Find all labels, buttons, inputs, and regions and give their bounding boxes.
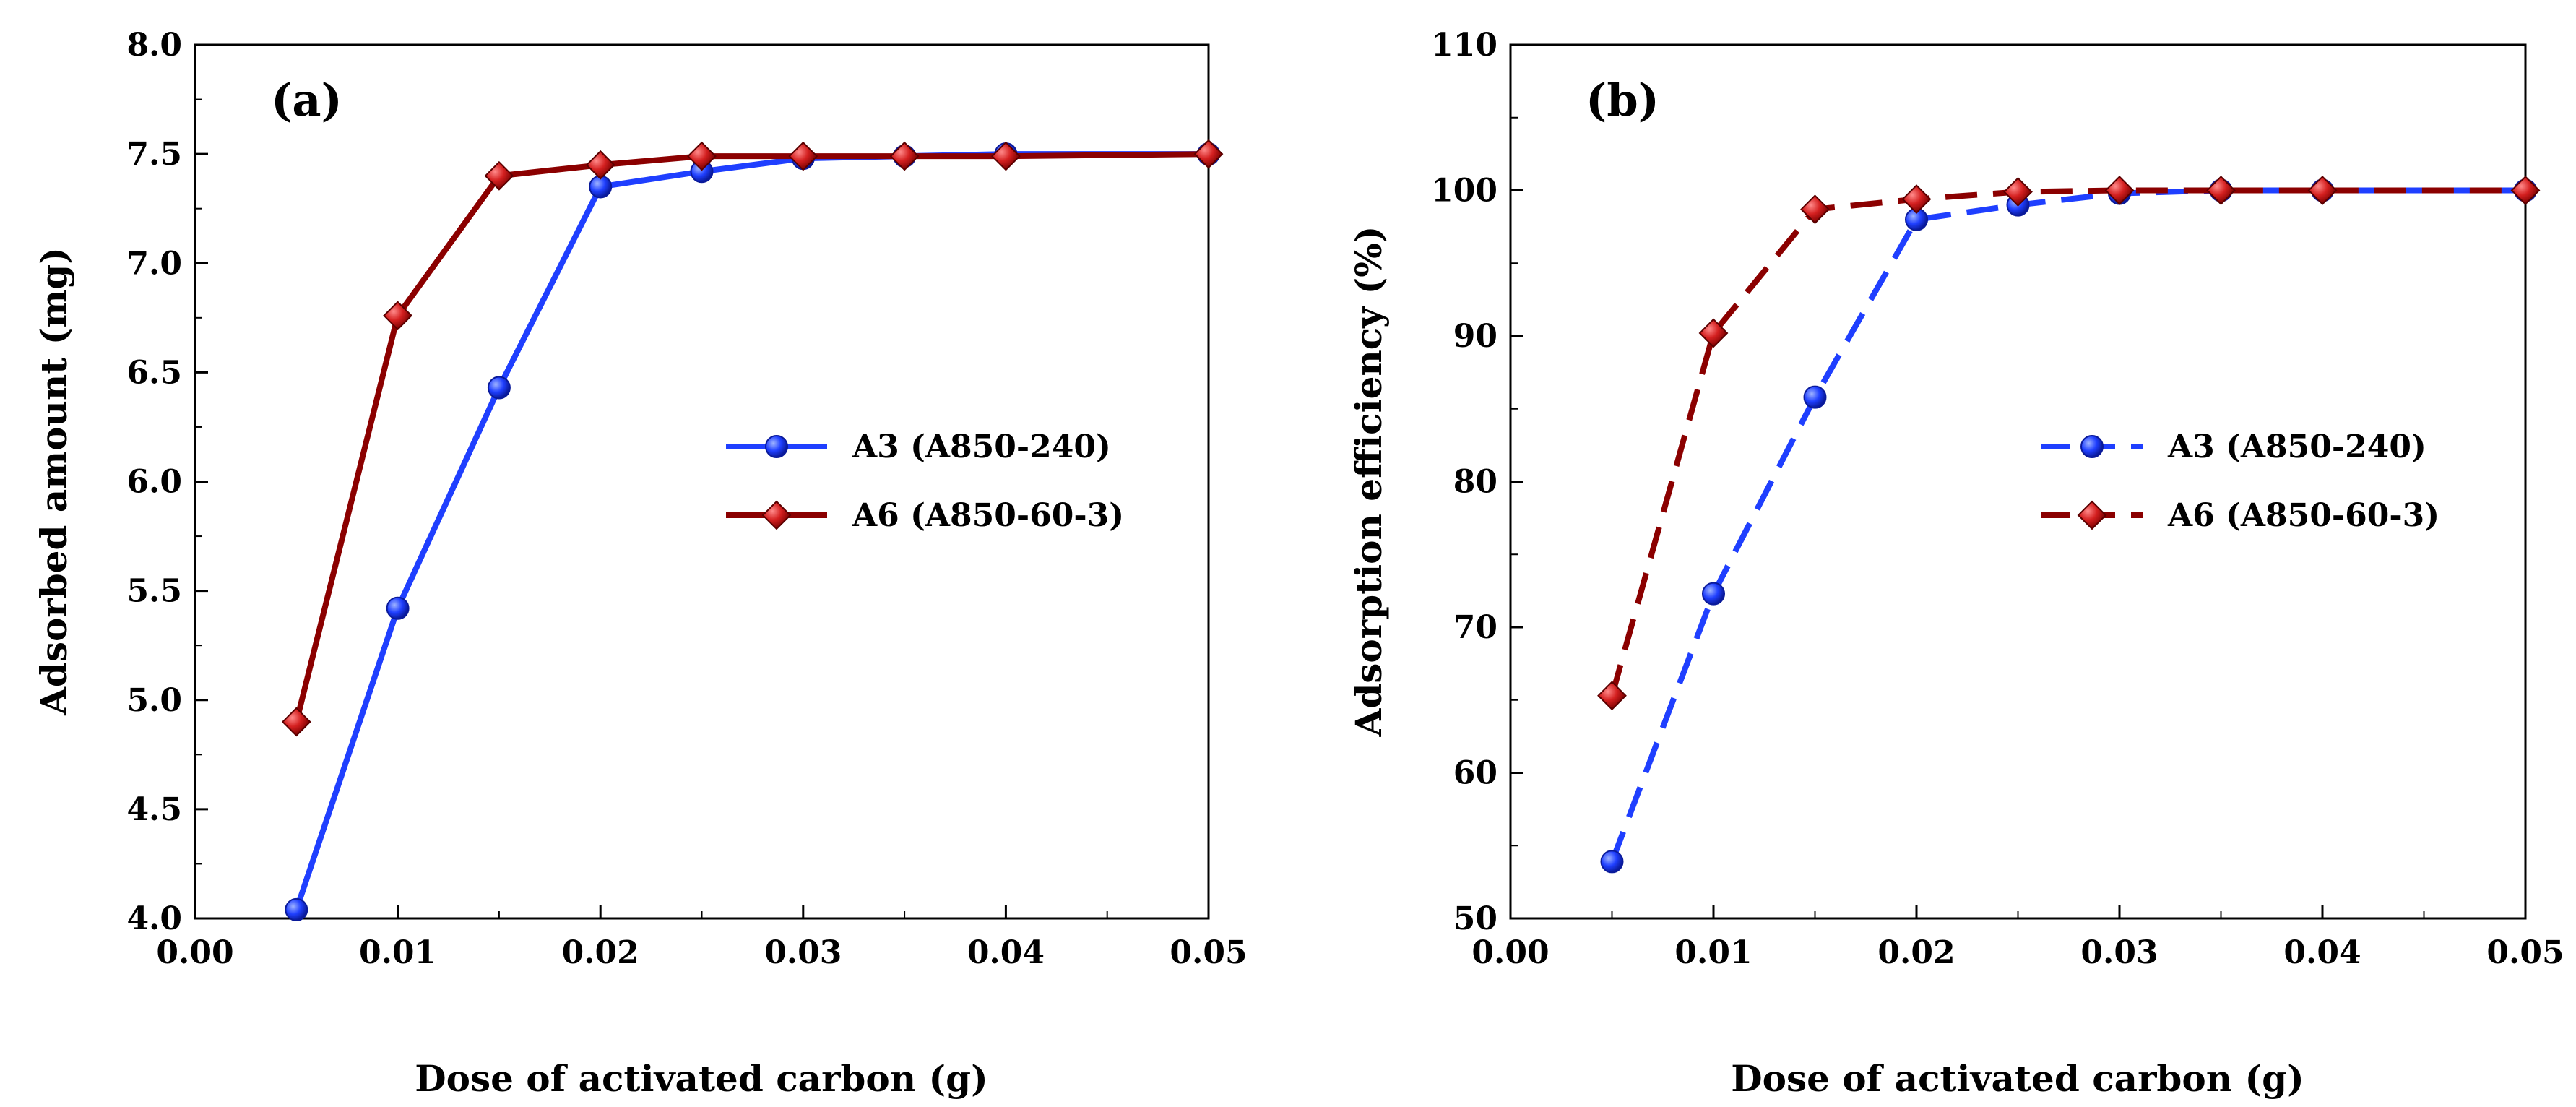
data-point xyxy=(788,141,818,171)
data-point xyxy=(386,596,410,620)
data-point xyxy=(1803,385,1827,409)
data-point xyxy=(1698,318,1729,348)
legend: A3 (A850-240) A6 (A850-60-3) xyxy=(726,428,1124,534)
x-tick-label: 0.04 xyxy=(967,934,1045,971)
x-tick-label: 0.01 xyxy=(359,934,436,971)
data-point xyxy=(889,141,920,171)
legend-marker xyxy=(765,435,788,458)
axis-ticks: 0.00 0.01 0.02 0.03 0.04 0.05 50 60 70 80 90 100 110 xyxy=(1431,27,2564,971)
data-point xyxy=(484,160,514,191)
y-tick-label: 6.5 xyxy=(126,354,182,391)
x-axis-title: Dose of activated carbon (g) xyxy=(1731,1057,2304,1100)
chart-panel-a: 0.00 0.01 0.02 0.03 0.04 0.05 4.0 4.5 5.0 5.5 6.0 6… xyxy=(33,27,1248,1100)
y-tick-label: 5.0 xyxy=(126,682,182,719)
legend-label: A6 (A850-60-3) xyxy=(852,497,1124,534)
data-point xyxy=(2206,176,2236,205)
y-axis-title: Adsorbed amount (mg) xyxy=(33,247,75,716)
x-tick-label: 0.00 xyxy=(1471,934,1549,971)
y-tick-label: 4.5 xyxy=(126,791,182,828)
data-point xyxy=(487,376,511,400)
y-tick-label: 110 xyxy=(1431,27,1497,64)
legend-entry: A6 (A850-60-3) xyxy=(2041,497,2439,534)
data-point xyxy=(1901,184,1932,215)
y-axis-title: Adsorption efficiency (%) xyxy=(1347,226,1390,738)
data-point xyxy=(1193,139,1224,169)
legend-marker xyxy=(761,500,792,530)
legend-marker xyxy=(2077,500,2107,530)
x-tick-label: 0.05 xyxy=(2486,934,2564,971)
y-tick-label: 70 xyxy=(1453,609,1497,646)
x-axis-title: Dose of activated carbon (g) xyxy=(415,1057,988,1100)
axis-ticks: 0.00 0.01 0.02 0.03 0.04 0.05 4.0 4.5 5.0 5.5 6.0 6… xyxy=(126,27,1247,971)
data-point xyxy=(687,141,717,171)
y-tick-label: 7.5 xyxy=(126,136,182,173)
y-tick-label: 7.0 xyxy=(126,245,182,282)
data-series xyxy=(1597,176,2541,874)
x-tick-label: 0.04 xyxy=(2283,934,2361,971)
y-tick-label: 50 xyxy=(1453,900,1497,937)
x-tick-label: 0.00 xyxy=(156,934,233,971)
x-tick-label: 0.01 xyxy=(1674,934,1752,971)
legend: A3 (A850-240) A6 (A850-60-3) xyxy=(2041,428,2439,534)
data-point xyxy=(990,141,1021,171)
x-tick-label: 0.03 xyxy=(2080,934,2158,971)
data-point xyxy=(1702,582,1725,606)
x-tick-label: 0.02 xyxy=(562,934,639,971)
y-tick-label: 5.5 xyxy=(126,573,182,610)
legend-label: A6 (A850-60-3) xyxy=(2167,497,2439,534)
x-tick-label: 0.02 xyxy=(1877,934,1955,971)
data-point xyxy=(285,897,308,921)
data-point xyxy=(2003,177,2033,207)
legend-entry: A3 (A850-240) xyxy=(726,428,1111,465)
y-tick-label: 4.0 xyxy=(126,900,182,937)
legend-label: A3 (A850-240) xyxy=(852,428,1111,465)
panel-label: (a) xyxy=(271,74,342,126)
data-point xyxy=(2510,176,2541,205)
legend-label: A3 (A850-240) xyxy=(2167,428,2426,465)
data-point xyxy=(281,707,311,737)
y-tick-label: 60 xyxy=(1453,755,1497,792)
x-tick-label: 0.03 xyxy=(764,934,842,971)
legend-marker xyxy=(2080,435,2104,458)
panel-label: (b) xyxy=(1586,74,1659,126)
y-tick-label: 8.0 xyxy=(126,27,182,64)
data-point xyxy=(1597,681,1627,711)
data-point xyxy=(383,301,413,331)
y-tick-label: 90 xyxy=(1453,318,1497,355)
plot-frame xyxy=(1509,43,2527,920)
data-point xyxy=(2307,176,2338,205)
data-point xyxy=(2104,176,2135,205)
data-point xyxy=(1600,850,1624,874)
y-tick-label: 100 xyxy=(1431,173,1497,210)
series-a6 xyxy=(1597,176,2541,711)
x-tick-label: 0.05 xyxy=(1170,934,1247,971)
legend-entry: A3 (A850-240) xyxy=(2041,428,2426,465)
data-point xyxy=(1800,194,1830,225)
y-tick-label: 6.0 xyxy=(126,464,182,501)
data-point xyxy=(585,150,615,180)
y-tick-label: 80 xyxy=(1453,464,1497,501)
data-series xyxy=(281,139,1224,921)
chart-panel-b: 0.00 0.01 0.02 0.03 0.04 0.05 50 60 70 80 90 100 110… xyxy=(1347,27,2564,1100)
series-a6 xyxy=(281,139,1224,737)
legend-entry: A6 (A850-60-3) xyxy=(726,497,1124,534)
